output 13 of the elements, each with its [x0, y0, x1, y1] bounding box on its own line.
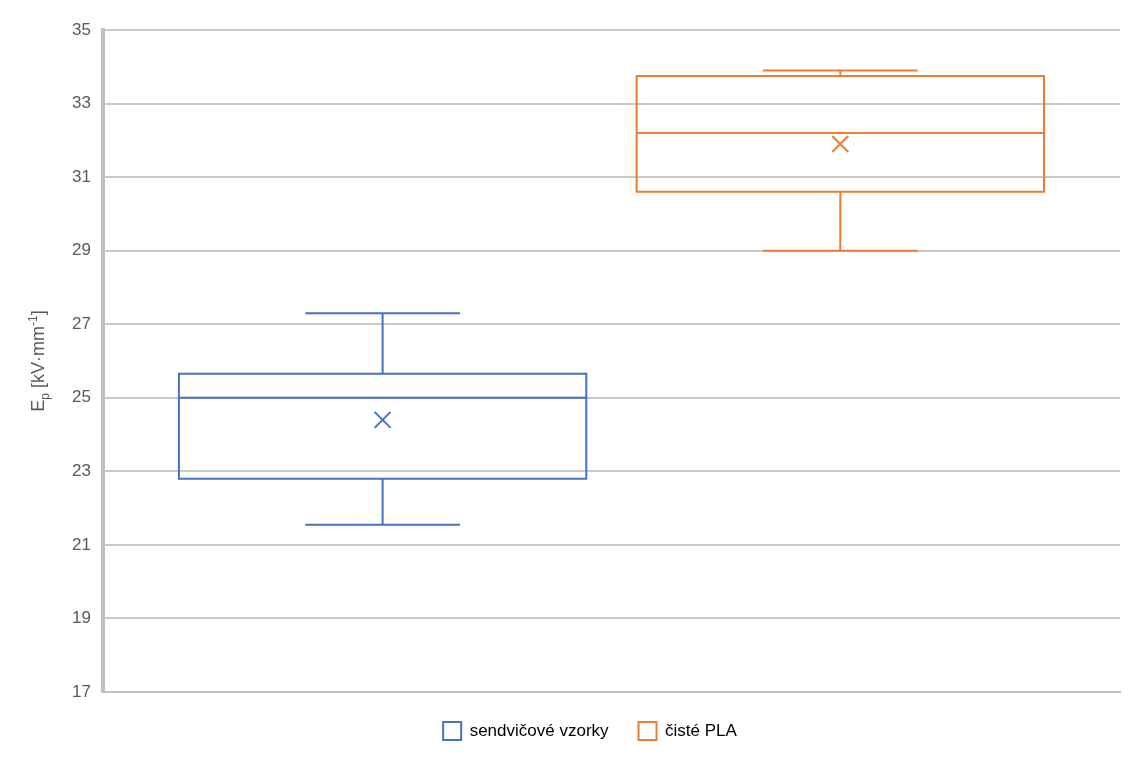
y-tick-label: 17: [71, 681, 91, 701]
y-tick-label: 33: [71, 93, 91, 113]
y-axis-title: Ep [kV·mm-1]: [26, 310, 52, 412]
legend-label: sendvičové vzorky: [469, 720, 610, 740]
y-tick-label: 21: [71, 534, 91, 554]
y-tick-label: 31: [71, 166, 91, 186]
y-tick-label: 25: [71, 387, 91, 407]
y-tick-label: 19: [71, 608, 91, 628]
y-tick-label: 29: [71, 240, 91, 260]
y-tick-label: 35: [71, 19, 91, 39]
legend-label: čisté PLA: [665, 720, 738, 740]
y-tick-label: 23: [71, 461, 91, 481]
y-tick-label: 27: [71, 313, 91, 333]
